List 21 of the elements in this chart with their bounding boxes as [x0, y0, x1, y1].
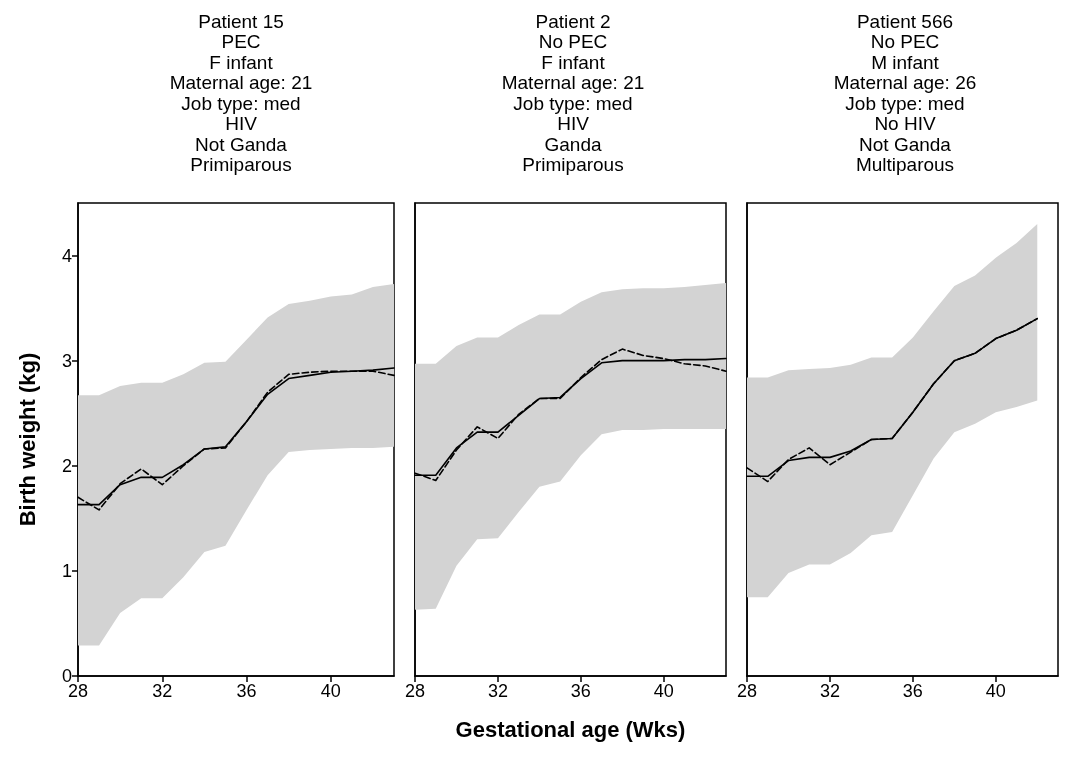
x-tick-label: 28 [737, 681, 758, 701]
x-tick-label: 28 [67, 681, 89, 701]
x-axis-title: Gestational age (Wks) [455, 716, 686, 742]
x-tick-label: 40 [985, 681, 1006, 701]
chart-title: Patient 566 No PEC M infant Maternal age: 26 Job type: med No HIV Not Ganda Multiparous [833, 10, 977, 176]
y-tick-label: 4 [61, 245, 72, 266]
x-tick-label: 40 [653, 681, 674, 701]
x-tick-label: 28 [405, 681, 426, 701]
y-axis-title: Birth weight (kg) [14, 352, 40, 527]
y-tick-label: 1 [61, 560, 72, 581]
y-tick-label: 3 [61, 350, 72, 371]
x-tick-label: 32 [819, 681, 840, 701]
chart-title: Patient 2 No PEC F infant Maternal age: 21 Job type: med HIV Ganda Primiparous [501, 10, 645, 176]
x-tick-label: 36 [236, 681, 257, 701]
x-tick-label: 36 [902, 681, 923, 701]
y-tick-label: 2 [61, 455, 72, 476]
x-tick-label: 32 [152, 681, 173, 701]
x-tick-label: 40 [320, 681, 341, 701]
chart-title: Patient 15 PEC F infant Maternal age: 21 Job type: med HIV Not Ganda Primiparous [169, 10, 313, 176]
x-tick-label: 36 [570, 681, 591, 701]
x-tick-label: 32 [487, 681, 508, 701]
